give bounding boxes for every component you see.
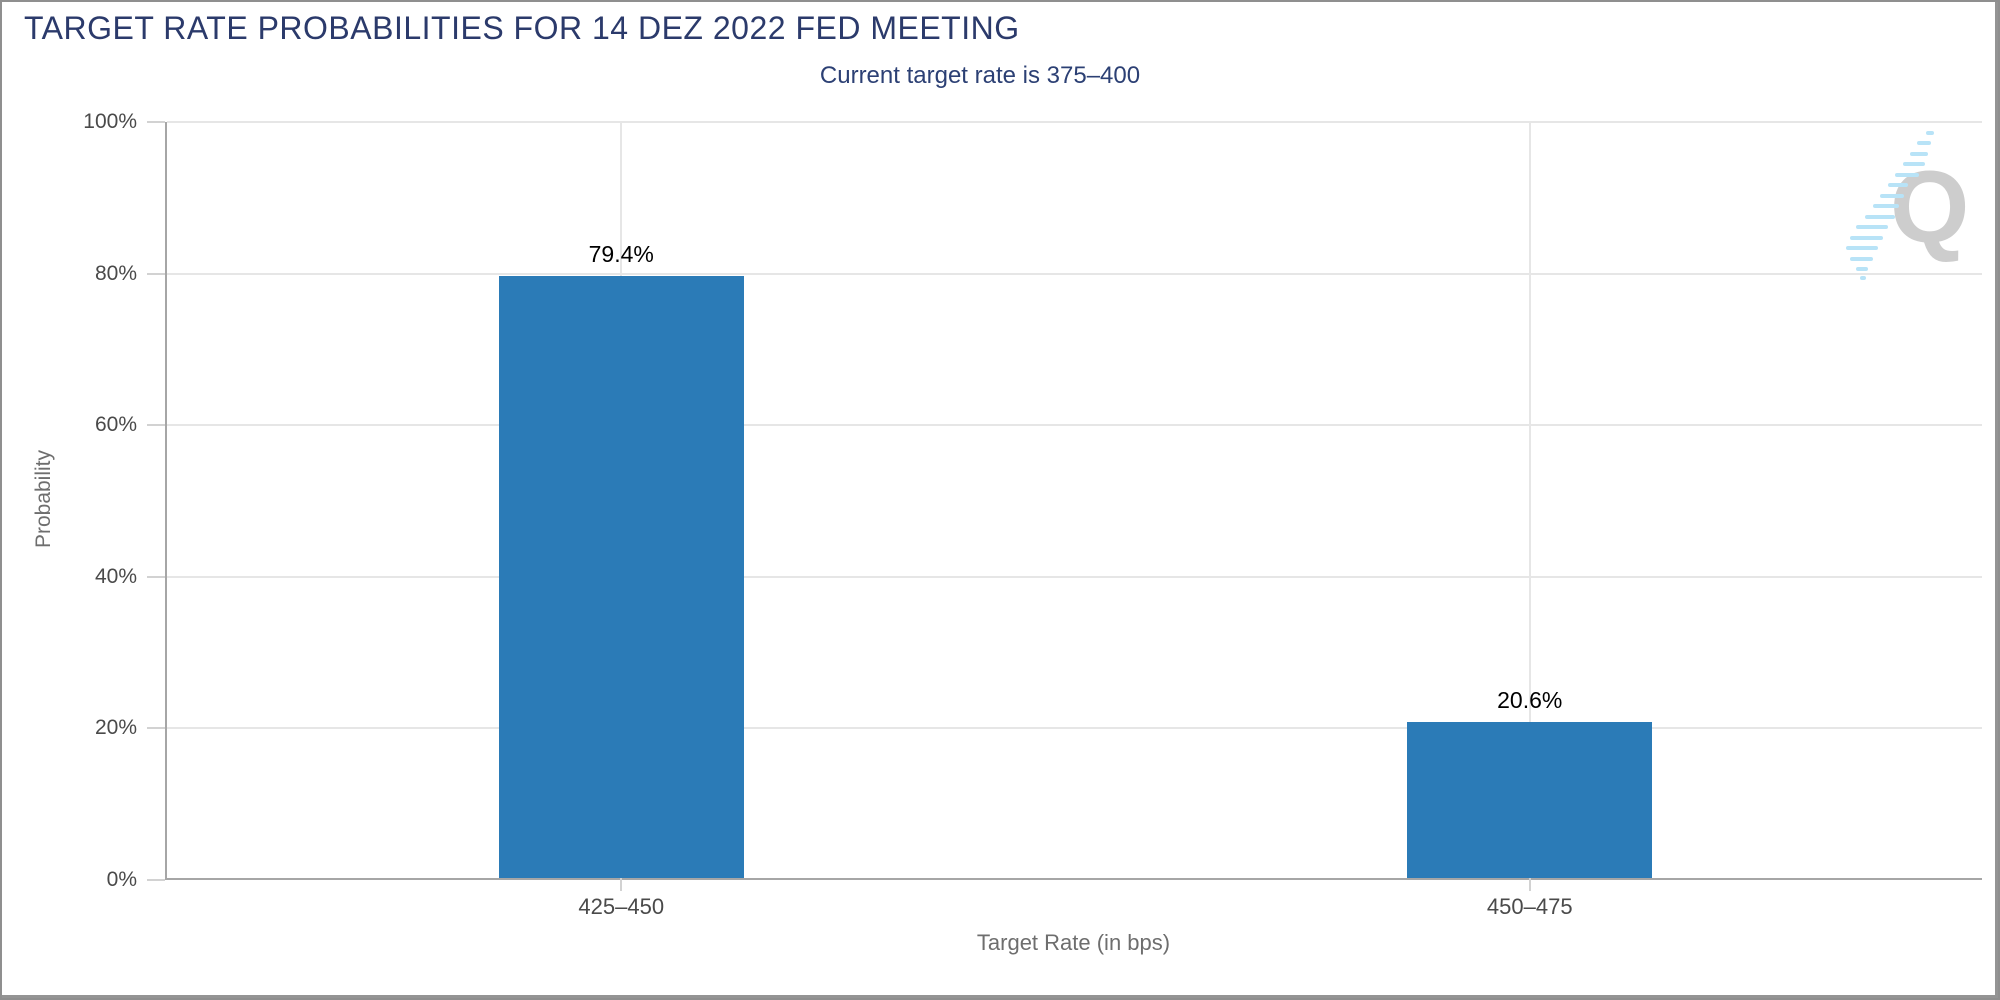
y-tick <box>147 272 165 275</box>
y-tick-label: 40% <box>94 564 137 588</box>
y-tick <box>147 879 165 881</box>
x-category-label: 425–450 <box>578 894 665 919</box>
gridline-h <box>167 575 1982 578</box>
chart-title: TARGET RATE PROBABILITIES FOR 14 DEZ 202… <box>24 10 1020 46</box>
y-tick <box>147 121 165 123</box>
plot-area: 0% 20% 40% 60% 80% 100% 425–450 450–475 79.4% 20.… <box>83 110 1982 919</box>
bar-value-label: 20.6% <box>1497 686 1563 713</box>
y-axis-title: Probability <box>32 449 55 549</box>
chart-subtitle: Current target rate is 375–400 <box>819 62 1141 89</box>
x-axis-title: Target Rate (in bps) <box>976 930 1171 955</box>
gridline-v <box>1528 122 1531 878</box>
x-category-label: 450–475 <box>1486 894 1573 919</box>
y-tick-label: 20% <box>94 716 137 740</box>
x-tick <box>620 878 623 891</box>
bar-value-label: 79.4% <box>588 241 654 268</box>
y-tick-label: 80% <box>94 261 137 285</box>
gridline-h <box>167 424 1982 427</box>
y-tick-label: 100% <box>83 110 137 133</box>
y-tick-label: 60% <box>94 413 137 437</box>
gridline-h <box>167 727 1982 730</box>
y-tick <box>147 575 165 578</box>
gridline-h <box>167 121 1982 123</box>
y-tick-label: 0% <box>106 868 137 891</box>
y-tick <box>147 424 165 427</box>
y-tick <box>147 727 165 730</box>
bar[interactable] <box>498 276 744 878</box>
bar[interactable] <box>1407 721 1653 878</box>
gridline-h <box>167 272 1982 275</box>
x-tick <box>1528 878 1531 891</box>
